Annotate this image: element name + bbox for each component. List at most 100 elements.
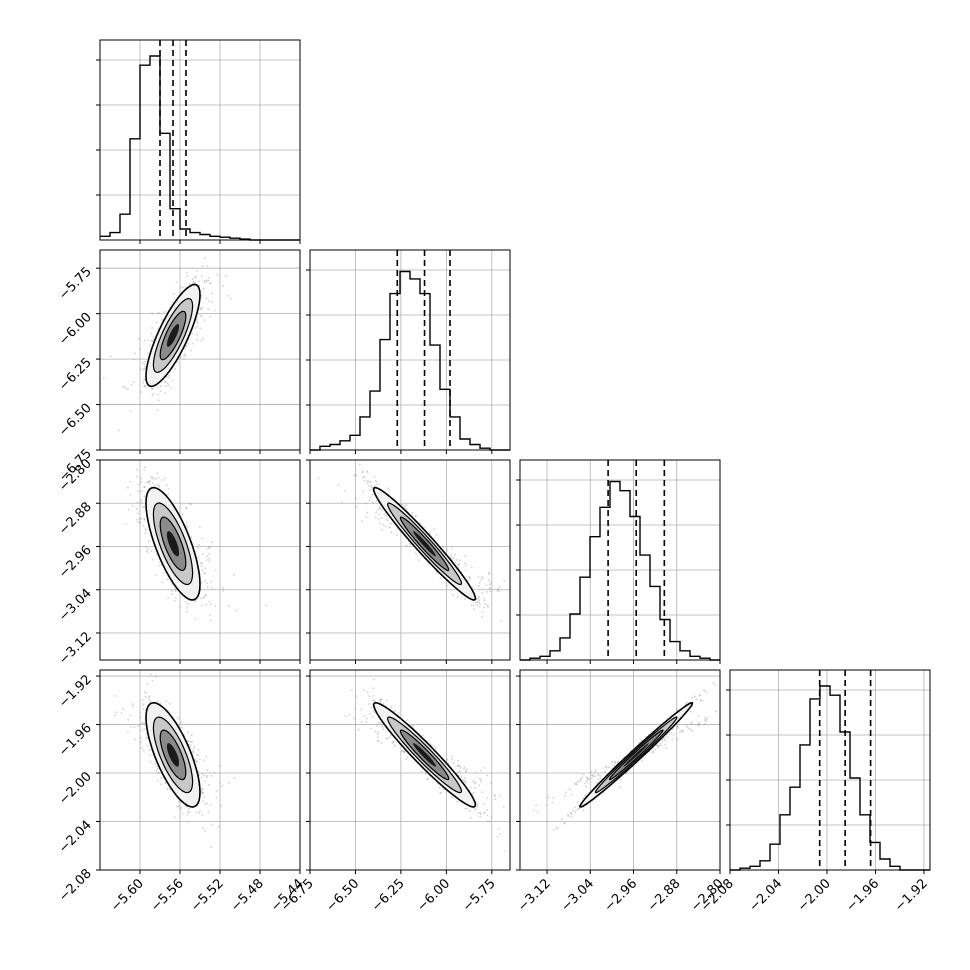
sample-point [203,572,206,574]
sample-point [196,754,199,757]
sample-point [194,276,197,279]
sample-point [375,480,378,483]
sample-point [436,572,438,575]
sample-point [445,760,448,762]
sample-point [195,811,198,814]
sample-point [159,390,162,392]
sample-point [429,531,431,534]
sample-point [676,738,679,741]
sample-point [415,515,417,518]
sample-point [376,725,378,727]
sample-point [149,344,151,347]
sample-point [452,557,455,559]
sample-point [434,747,437,749]
sample-point [381,509,383,512]
sample-point [503,579,506,582]
sample-point [372,700,374,702]
sample-point [183,355,185,357]
sample-point [191,741,194,743]
sample-point [168,374,171,377]
sample-point [382,523,385,526]
sample-point [390,705,393,708]
sample-point [131,504,134,507]
sample-point [130,384,133,386]
sample-point [363,689,365,692]
sample-point [479,812,482,814]
sample-point [196,547,199,549]
sample-point [192,281,195,283]
sample-point [201,306,203,309]
sample-point [682,730,684,733]
sample-point [144,528,147,531]
sample-point [496,588,499,590]
sample-point [464,780,466,783]
sample-point [586,777,589,780]
sample-point [474,782,477,784]
sample-point [459,766,462,769]
sample-point [190,349,192,352]
sample-point [188,502,191,505]
sample-point [372,695,375,697]
sample-point [474,787,477,790]
sample-point [196,333,198,336]
sample-point [187,811,190,813]
sample-point [180,286,182,288]
sample-point [148,482,151,484]
sample-point [455,558,458,561]
sample-point [486,797,488,799]
sample-point [174,588,177,591]
sample-point [188,283,191,286]
sample-point [391,741,394,744]
sample-point [190,740,192,743]
sample-point [161,581,164,584]
sample-point [377,508,380,510]
sample-point [479,780,482,783]
sample-point [194,281,196,284]
sample-point [690,722,693,725]
sample-point [488,572,490,574]
sample-point [439,792,442,794]
sample-point [585,785,588,788]
sample-point [496,589,499,592]
sample-point [364,479,366,482]
sample-point [142,525,145,527]
sample-point [194,275,197,278]
sample-point [394,709,396,712]
sample-point [211,541,213,544]
sample-point [460,776,463,778]
sample-point [155,675,158,678]
sample-point [203,280,206,282]
sample-point [137,512,139,515]
sample-point [146,481,149,484]
sample-point [139,716,142,719]
sample-point [458,562,461,565]
sample-point [179,605,182,608]
sample-point [185,506,188,509]
sample-point [337,483,340,486]
sample-point [350,688,353,691]
sample-point [210,301,213,303]
sample-point [357,728,360,731]
sample-point [182,286,184,289]
sample-point [141,704,144,707]
sample-point [146,682,149,685]
sample-point [144,385,147,388]
sample-point [656,744,658,747]
sample-point [197,770,200,773]
sample-point [208,553,211,556]
histogram-step [520,480,720,661]
sample-point [417,559,420,562]
sample-point [456,800,459,803]
sample-point [489,590,492,593]
sample-point [173,599,176,602]
sample-point [477,576,480,578]
sample-point [132,703,135,706]
density-contour [413,531,436,557]
sample-point [370,707,373,709]
sample-point [452,761,455,764]
sample-point [365,717,368,720]
sample-point [159,561,161,563]
sample-point [373,699,376,702]
sample-point [406,719,409,722]
sample-point [161,479,164,481]
